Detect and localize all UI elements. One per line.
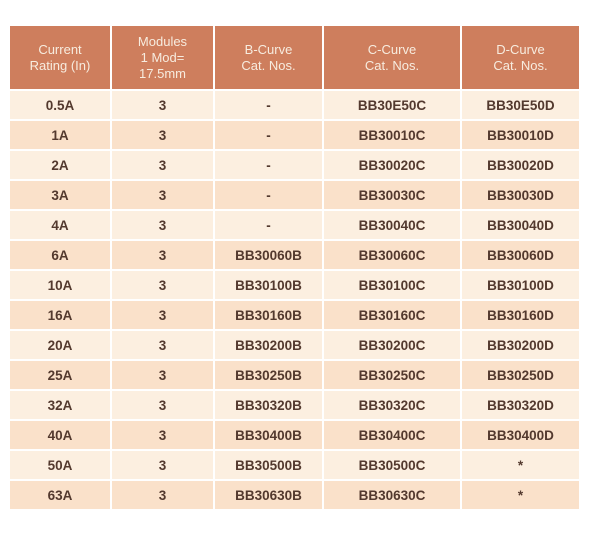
table-cell-current_rating: 40A (10, 421, 110, 449)
table-cell-current_rating: 32A (10, 391, 110, 419)
table-cell-d_curve: BB30020D (462, 151, 579, 179)
table-row: 63A 3 BB30630B BB30630C * (10, 481, 579, 509)
table-row: 20A 3 BB30200B BB30200C BB30200D (10, 331, 579, 359)
table-cell-current_rating: 0.5A (10, 91, 110, 119)
table-cell-c_curve: BB30020C (324, 151, 460, 179)
table-cell-c_curve: BB30040C (324, 211, 460, 239)
table-row: 6A 3 BB30060B BB30060C BB30060D (10, 241, 579, 269)
table-row: 25A 3 BB30250B BB30250C BB30250D (10, 361, 579, 389)
column-header-modules: Modules 1 Mod= 17.5mm (112, 26, 213, 89)
table-cell-current_rating: 63A (10, 481, 110, 509)
header-row: Current Rating (In) Modules 1 Mod= 17.5mm B-C… (10, 26, 579, 89)
table-cell-d_curve: BB30400D (462, 421, 579, 449)
table-cell-d_curve: BB30200D (462, 331, 579, 359)
catalog-table-body: 0.5A 3- BB30E50C BB30E50D 1A 3- BB30010C BB3001… (10, 91, 579, 509)
table-cell-b_curve: BB30320B (215, 391, 322, 419)
column-header-b_curve: B-Curve Cat. Nos. (215, 26, 322, 89)
table-cell-b_curve: - (215, 151, 322, 179)
table-cell-modules: 3 (112, 361, 213, 389)
table-cell-b_curve: BB30630B (215, 481, 322, 509)
table-cell-b_curve: BB30250B (215, 361, 322, 389)
table-cell-c_curve: BB30100C (324, 271, 460, 299)
table-cell-d_curve: BB30010D (462, 121, 579, 149)
table-row: 4A 3- BB30040C BB30040D (10, 211, 579, 239)
table-cell-b_curve: - (215, 211, 322, 239)
table-cell-d_curve: BB30060D (462, 241, 579, 269)
table-cell-modules: 3 (112, 421, 213, 449)
table-cell-b_curve: BB30160B (215, 301, 322, 329)
table-cell-d_curve: * (462, 481, 579, 509)
table-row: 3A 3- BB30030C BB30030D (10, 181, 579, 209)
table-cell-d_curve: BB30250D (462, 361, 579, 389)
table-cell-d_curve: BB30030D (462, 181, 579, 209)
table-cell-current_rating: 1A (10, 121, 110, 149)
table-cell-modules: 3 (112, 181, 213, 209)
table-cell-modules: 3 (112, 301, 213, 329)
table-row: 32A 3 BB30320B BB30320C BB30320D (10, 391, 579, 419)
table-cell-modules: 3 (112, 481, 213, 509)
table-cell-b_curve: BB30400B (215, 421, 322, 449)
table-cell-current_rating: 3A (10, 181, 110, 209)
table-cell-b_curve: - (215, 181, 322, 209)
catalog-table-header: Current Rating (In) Modules 1 Mod= 17.5mm B-C… (10, 26, 579, 89)
table-row: 0.5A 3- BB30E50C BB30E50D (10, 91, 579, 119)
table-cell-c_curve: BB30030C (324, 181, 460, 209)
table-cell-d_curve: BB30E50D (462, 91, 579, 119)
table-cell-modules: 3 (112, 271, 213, 299)
table-cell-modules: 3 (112, 151, 213, 179)
column-header-d_curve: D-Curve Cat. Nos. (462, 26, 579, 89)
table-cell-current_rating: 25A (10, 361, 110, 389)
table-cell-d_curve: BB30320D (462, 391, 579, 419)
table-cell-c_curve: BB30400C (324, 421, 460, 449)
table-cell-c_curve: BB30630C (324, 481, 460, 509)
table-cell-modules: 3 (112, 331, 213, 359)
table-cell-c_curve: BB30320C (324, 391, 460, 419)
table-cell-current_rating: 10A (10, 271, 110, 299)
table-cell-current_rating: 16A (10, 301, 110, 329)
table-row: 10A 3 BB30100B BB30100C BB30100D (10, 271, 579, 299)
table-row: 16A 3 BB30160B BB30160C BB30160D (10, 301, 579, 329)
table-cell-current_rating: 6A (10, 241, 110, 269)
table-cell-modules: 3 (112, 451, 213, 479)
table-row: 1A 3- BB30010C BB30010D (10, 121, 579, 149)
table-row: 2A 3- BB30020C BB30020D (10, 151, 579, 179)
table-cell-c_curve: BB30160C (324, 301, 460, 329)
table-cell-b_curve: BB30200B (215, 331, 322, 359)
table-cell-c_curve: BB30500C (324, 451, 460, 479)
table-cell-modules: 3 (112, 211, 213, 239)
table-cell-c_curve: BB30E50C (324, 91, 460, 119)
table-cell-b_curve: BB30100B (215, 271, 322, 299)
table-cell-d_curve: BB30100D (462, 271, 579, 299)
table-cell-current_rating: 4A (10, 211, 110, 239)
table-row: 40A 3 BB30400B BB30400C BB30400D (10, 421, 579, 449)
table-cell-c_curve: BB30060C (324, 241, 460, 269)
table-cell-modules: 3 (112, 121, 213, 149)
table-row: 50A 3 BB30500B BB30500C * (10, 451, 579, 479)
table-cell-c_curve: BB30250C (324, 361, 460, 389)
table-cell-current_rating: 50A (10, 451, 110, 479)
column-header-c_curve: C-Curve Cat. Nos. (324, 26, 460, 89)
table-cell-c_curve: BB30010C (324, 121, 460, 149)
table-cell-d_curve: BB30040D (462, 211, 579, 239)
table-cell-c_curve: BB30200C (324, 331, 460, 359)
table-cell-modules: 3 (112, 91, 213, 119)
table-cell-d_curve: BB30160D (462, 301, 579, 329)
table-cell-b_curve: - (215, 91, 322, 119)
table-cell-current_rating: 2A (10, 151, 110, 179)
table-cell-b_curve: BB30060B (215, 241, 322, 269)
table-cell-current_rating: 20A (10, 331, 110, 359)
table-cell-modules: 3 (112, 241, 213, 269)
column-header-current_rating: Current Rating (In) (10, 26, 110, 89)
table-cell-b_curve: - (215, 121, 322, 149)
table-cell-modules: 3 (112, 391, 213, 419)
table-cell-d_curve: * (462, 451, 579, 479)
catalog-table: Current Rating (In) Modules 1 Mod= 17.5mm B-C… (8, 24, 581, 511)
table-cell-b_curve: BB30500B (215, 451, 322, 479)
